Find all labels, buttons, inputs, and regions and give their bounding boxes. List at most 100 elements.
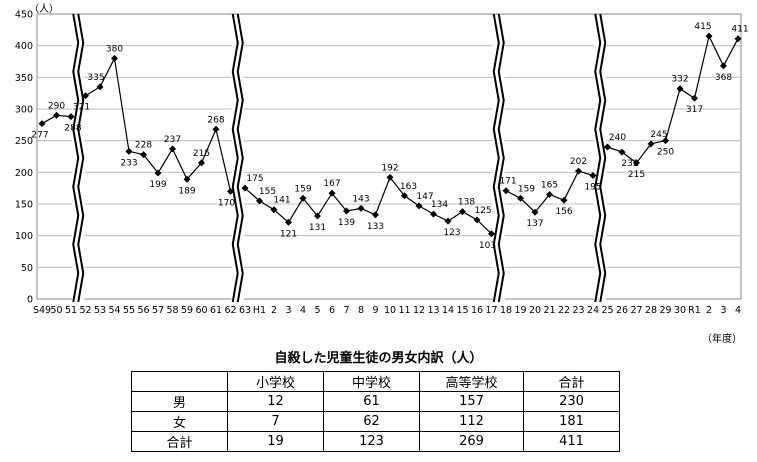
table-row: 男 12 61 157 230 — [131, 391, 620, 412]
data-point — [734, 35, 742, 43]
x-tick-label: 8 — [358, 305, 364, 316]
x-tick-label: 3 — [285, 305, 291, 316]
data-point — [227, 187, 234, 195]
data-point — [517, 194, 524, 202]
data-label: 321 — [73, 103, 90, 113]
data-label: 123 — [443, 228, 460, 238]
x-tick-label: 7 — [343, 305, 349, 316]
data-label: 141 — [273, 196, 290, 206]
data-label: 237 — [164, 135, 181, 145]
data-label: 380 — [106, 44, 123, 54]
x-tick-label: 4 — [735, 305, 741, 316]
data-label: 240 — [609, 133, 626, 143]
data-point — [386, 173, 394, 181]
x-tick-label: 50 — [50, 305, 62, 316]
data-point — [676, 85, 684, 93]
data-point — [169, 145, 176, 153]
x-tick-label: 52 — [79, 305, 91, 316]
data-label: 215 — [193, 149, 210, 159]
data-point — [270, 206, 278, 214]
data-label: 165 — [541, 181, 558, 191]
data-label: 131 — [309, 223, 326, 233]
data-label: 411 — [731, 25, 748, 35]
row-label: 女 — [131, 411, 228, 432]
data-points — [38, 32, 742, 238]
data-point — [96, 83, 104, 91]
table-title: 自殺した児童生徒の男女内訳（人） — [274, 351, 483, 366]
x-tick-label: 53 — [94, 305, 106, 316]
header-cell: 中学校 — [323, 371, 420, 392]
data-label: 147 — [416, 192, 433, 202]
x-tick-label: 2 — [706, 305, 712, 316]
data-point — [111, 54, 118, 62]
plot-area — [36, 13, 742, 300]
data-label: 277 — [31, 131, 48, 141]
data-point — [401, 192, 408, 200]
x-tick-label: 9 — [372, 305, 378, 316]
x-tick-label: 26 — [616, 305, 628, 316]
table-cell: 411 — [523, 431, 620, 452]
data-label: 368 — [715, 73, 732, 83]
data-point — [198, 159, 205, 167]
data-point — [502, 187, 510, 195]
x-tick-label: 23 — [572, 305, 584, 316]
y-tick-label: 400 — [15, 41, 33, 52]
x-tick-label: 25 — [601, 305, 613, 316]
x-tick-label: 11 — [398, 305, 410, 316]
table-cell: 112 — [419, 411, 524, 432]
table-cell: 181 — [523, 411, 620, 432]
y-axis-unit: （人） — [29, 3, 59, 15]
y-tick-label: 350 — [15, 73, 33, 84]
data-label: 159 — [518, 184, 535, 194]
table-cell: 230 — [523, 391, 620, 412]
x-tick-label: 63 — [239, 305, 251, 316]
x-tick-label: 15 — [456, 305, 468, 316]
y-tick-label: 250 — [15, 136, 33, 147]
header-cell: 小学校 — [227, 371, 324, 392]
breakdown-table: 小学校 中学校 高等学校 合計 男 12 61 157 230 女 7 62 1… — [131, 371, 620, 452]
data-label: 121 — [280, 229, 297, 239]
data-label: 332 — [671, 75, 688, 85]
data-point — [691, 94, 698, 102]
data-point — [647, 140, 655, 148]
data-label: 215 — [628, 170, 645, 180]
data-label: 137 — [526, 219, 543, 229]
x-tick-label: 54 — [108, 305, 120, 316]
x-tick-label: 56 — [137, 305, 149, 316]
x-tick-label: 4 — [300, 305, 306, 316]
table-row: 合計 19 123 269 411 — [131, 431, 620, 452]
data-label: 167 — [323, 179, 340, 189]
data-label: 335 — [87, 73, 104, 83]
data-label: 228 — [135, 141, 152, 151]
x-tick-label: 57 — [152, 305, 164, 316]
data-point — [256, 197, 263, 205]
axis-break-line — [231, 13, 239, 303]
data-point — [633, 159, 640, 167]
data-point — [531, 208, 539, 216]
x-tick-label: 55 — [123, 305, 135, 316]
axis-break-line — [599, 13, 607, 303]
data-labels: 277 290 288 321 335 380 233 228 199 237 189 215 268 1… — [31, 22, 748, 251]
x-tick-label: 12 — [413, 305, 425, 316]
data-point — [357, 204, 365, 212]
data-point — [415, 202, 423, 210]
data-label: 156 — [555, 207, 572, 217]
x-tick-label: 21 — [543, 305, 555, 316]
axis-break-line — [236, 13, 244, 303]
x-axis-unit: （年度） — [702, 332, 742, 345]
axis-break-line — [77, 13, 85, 303]
data-point — [82, 92, 89, 100]
data-label: 189 — [178, 186, 195, 196]
table-header-row: 小学校 中学校 高等学校 合計 — [131, 371, 620, 392]
data-label: 288 — [64, 124, 81, 134]
table-cell: 19 — [227, 431, 324, 452]
y-tick-label: 200 — [15, 168, 33, 179]
data-point — [212, 125, 220, 133]
data-point — [575, 167, 582, 175]
data-point — [154, 169, 162, 177]
data-label: 268 — [207, 115, 224, 125]
data-label: 134 — [431, 200, 448, 210]
data-label: 195 — [584, 183, 601, 193]
row-label: 合計 — [131, 431, 228, 452]
